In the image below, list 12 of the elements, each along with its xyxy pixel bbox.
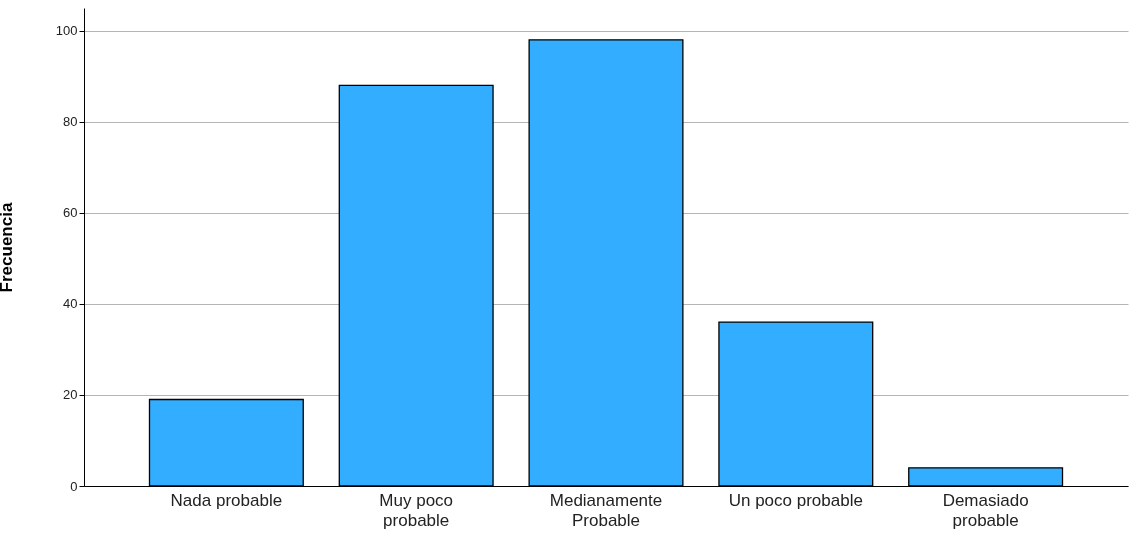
y-tick-label: 40 <box>63 296 78 312</box>
y-axis-title: Frecuencia <box>0 202 16 293</box>
x-tick-label: Medianamente Probable <box>549 490 663 530</box>
x-tick-label: Nada probable <box>170 490 283 510</box>
y-tick-label: 100 <box>55 23 78 39</box>
x-tick-label: Un poco probable <box>728 490 863 510</box>
y-tick-label: 60 <box>63 205 78 221</box>
y-tick-label: 0 <box>70 478 78 494</box>
x-tick-label: Demasiado probable <box>942 490 1029 530</box>
y-tick-label: 20 <box>63 387 78 403</box>
x-tick-label: Muy poco probable <box>379 490 454 530</box>
y-tick-label: 80 <box>63 114 78 130</box>
